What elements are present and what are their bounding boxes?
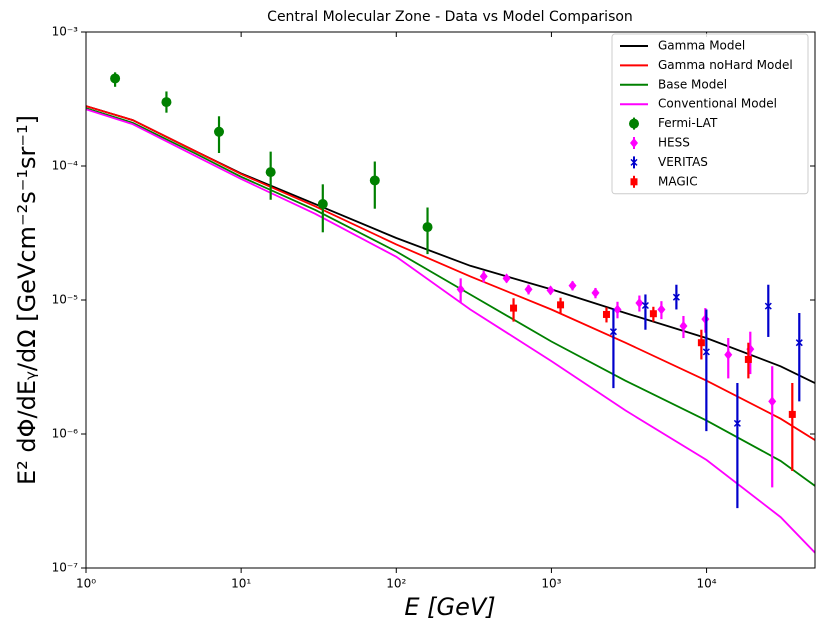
data-point	[744, 355, 752, 363]
model-line	[86, 107, 815, 487]
model-line	[86, 108, 815, 554]
data-point	[641, 301, 649, 310]
legend-label: VERITAS	[658, 155, 708, 169]
data-point	[768, 396, 777, 407]
legend-label: Conventional Model	[658, 97, 777, 111]
x-tick-label: 10³	[541, 577, 561, 591]
data-point	[630, 178, 638, 186]
x-tick-label: 10¹	[231, 577, 251, 591]
legend-label: HESS	[658, 136, 690, 150]
data-point	[630, 158, 638, 166]
x-tick-label: 10⁴	[697, 577, 717, 591]
data-point	[679, 320, 688, 331]
data-point	[369, 175, 380, 186]
data-point	[546, 285, 555, 296]
data-point	[657, 304, 666, 315]
data-point	[724, 349, 733, 360]
data-point	[702, 348, 710, 356]
y-tick-label: 10⁻⁵	[52, 293, 79, 307]
legend-label: MAGIC	[658, 174, 698, 188]
data-point	[524, 284, 533, 295]
data-point	[629, 118, 639, 129]
data-point	[502, 273, 511, 284]
data-point	[456, 284, 465, 295]
legend-label: Gamma noHard Model	[658, 58, 793, 72]
chart-title: Central Molecular Zone - Data vs Model C…	[267, 9, 633, 25]
x-tick-label: 10²	[386, 577, 406, 591]
data-point	[317, 199, 328, 210]
model-line	[86, 105, 815, 441]
data-point	[479, 271, 488, 282]
data-point	[672, 293, 680, 301]
y-axis-label: E² dΦ/dEᵧ/dΩ [GeVcm⁻²s⁻¹sr⁻¹]	[13, 115, 41, 485]
data-point	[161, 97, 172, 108]
legend: Gamma Model Gamma noHard Model Base Model C…	[611, 33, 809, 195]
data-point	[591, 287, 600, 298]
data-point	[697, 339, 705, 347]
data-point	[265, 167, 276, 178]
legend-label: Fermi-LAT	[658, 116, 718, 130]
data-point	[613, 304, 622, 315]
data-point	[733, 419, 741, 427]
legend-label: Base Model	[658, 77, 727, 91]
data-point	[788, 410, 796, 418]
data-point	[630, 138, 638, 148]
data-point	[609, 328, 617, 336]
data-point	[602, 310, 610, 318]
data-point	[214, 126, 225, 137]
x-tick-label: 10⁰	[76, 577, 96, 591]
data-point	[557, 301, 565, 309]
data-point	[110, 73, 121, 84]
legend-box	[611, 33, 809, 195]
y-tick-label: 10⁻³	[52, 25, 79, 39]
data-point	[649, 310, 657, 318]
plot-area	[86, 72, 815, 554]
data-point	[795, 339, 803, 347]
legend-label: Gamma Model	[658, 39, 745, 53]
data-point	[635, 297, 644, 308]
data-point	[568, 280, 577, 291]
data-point	[422, 222, 433, 233]
y-tick-label: 10⁻⁴	[52, 159, 79, 173]
y-tick-label: 10⁻⁷	[52, 561, 79, 575]
axes-frame	[85, 31, 816, 569]
x-axis-label: E [GeV]	[404, 593, 495, 621]
y-tick-label: 10⁻⁶	[52, 427, 79, 441]
data-point	[764, 302, 772, 310]
data-point	[510, 304, 518, 312]
